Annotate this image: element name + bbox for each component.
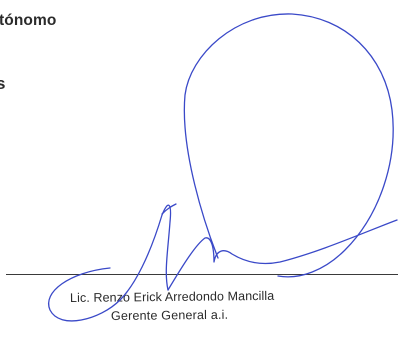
signature-line	[6, 274, 398, 275]
margin-glyph: s	[0, 74, 6, 93]
signature-loop-stroke	[183, 13, 394, 278]
signatory-title: Gerente General a.i.	[110, 307, 229, 323]
signature-tick-stroke	[161, 203, 177, 215]
signature-first-peak-stroke	[119, 204, 172, 301]
signature-second-peak-stroke	[167, 219, 398, 291]
heading-fragment: tónomo	[0, 12, 57, 29]
signatory-name: Lic. Renzo Erick Arredondo Mancilla	[69, 288, 275, 305]
